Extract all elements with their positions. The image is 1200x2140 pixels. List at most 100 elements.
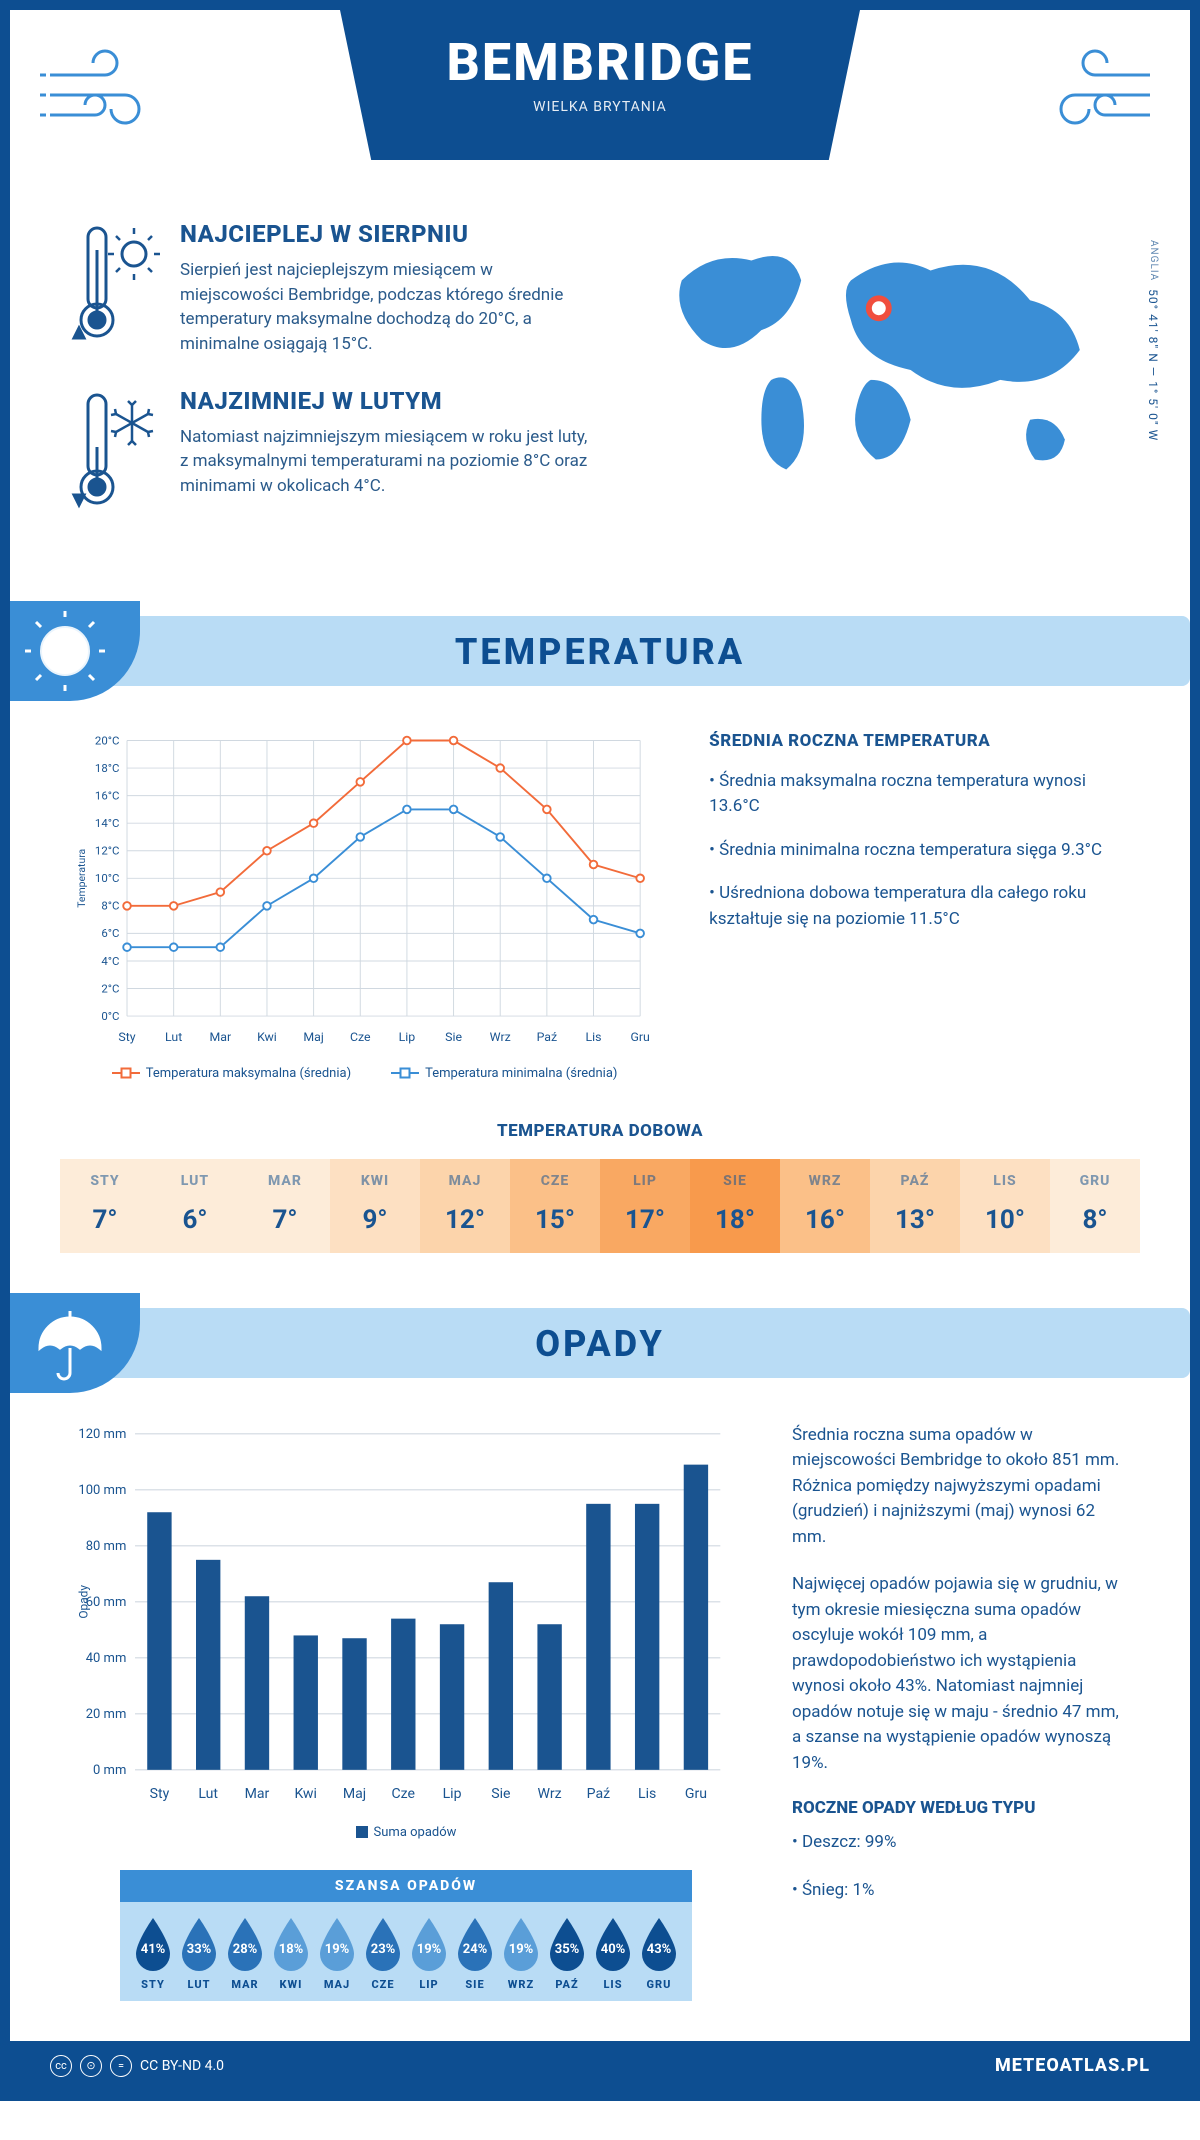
warmest-title: NAJCIEPLEJ W SIERPNIU bbox=[180, 220, 592, 248]
svg-text:60 mm: 60 mm bbox=[86, 1595, 127, 1610]
wind-icon bbox=[1020, 40, 1160, 140]
svg-text:Mar: Mar bbox=[209, 1030, 231, 1044]
svg-text:Kwi: Kwi bbox=[295, 1786, 317, 1802]
raindrop-icon: 23% bbox=[360, 1916, 406, 1972]
chance-pct: 40% bbox=[590, 1942, 636, 1957]
month-label: LIS bbox=[590, 1978, 636, 1991]
svg-text:6°C: 6°C bbox=[101, 926, 119, 940]
stats-title: ŚREDNIA ROCZNA TEMPERATURA bbox=[709, 731, 1130, 751]
svg-text:16°C: 16°C bbox=[95, 788, 119, 802]
svg-text:Cze: Cze bbox=[350, 1030, 371, 1044]
svg-text:Paź: Paź bbox=[537, 1030, 558, 1044]
temperature-line-chart: 0°C2°C4°C6°C8°C10°C12°C14°C16°C18°C20°CS… bbox=[70, 731, 659, 1081]
temp-value: 18° bbox=[690, 1205, 780, 1235]
month-label: WRZ bbox=[780, 1173, 870, 1189]
chance-pct: 41% bbox=[130, 1942, 176, 1957]
chance-cell: 40% LIS bbox=[590, 1916, 636, 1991]
svg-text:Lip: Lip bbox=[399, 1030, 416, 1044]
header: BEMBRIDGE WIELKA BRYTANIA bbox=[10, 10, 1190, 200]
svg-text:Sty: Sty bbox=[118, 1030, 135, 1044]
warmest-text: Sierpień jest najcieplejszym miesiącem w… bbox=[180, 258, 592, 357]
chance-pct: 18% bbox=[268, 1942, 314, 1957]
month-label: PAŹ bbox=[544, 1978, 590, 1991]
svg-text:8°C: 8°C bbox=[101, 898, 119, 912]
svg-text:Lis: Lis bbox=[586, 1030, 602, 1044]
svg-text:Maj: Maj bbox=[343, 1786, 366, 1802]
month-label: PAŹ bbox=[870, 1173, 960, 1189]
nd-icon: = bbox=[110, 2055, 132, 2077]
daily-cell: MAR7° bbox=[240, 1159, 330, 1253]
svg-text:Temperatura: Temperatura bbox=[75, 848, 88, 907]
month-label: GRU bbox=[1050, 1173, 1140, 1189]
title-banner: BEMBRIDGE WIELKA BRYTANIA bbox=[340, 10, 860, 160]
month-label: SIE bbox=[690, 1173, 780, 1189]
by-icon: ⊙ bbox=[80, 2055, 102, 2077]
svg-text:Paź: Paź bbox=[587, 1786, 610, 1802]
warmest-block: NAJCIEPLEJ W SIERPNIU Sierpień jest najc… bbox=[70, 220, 592, 357]
month-label: LIP bbox=[406, 1978, 452, 1991]
month-label: WRZ bbox=[498, 1978, 544, 1991]
month-label: LUT bbox=[150, 1173, 240, 1189]
svg-text:Maj: Maj bbox=[303, 1030, 323, 1044]
daily-cell: LUT6° bbox=[150, 1159, 240, 1253]
svg-text:Kwi: Kwi bbox=[257, 1030, 277, 1044]
chance-cell: 24%SIE bbox=[452, 1916, 498, 1991]
raindrop-icon: 28% bbox=[222, 1916, 268, 1972]
by-type-item: • Śnieg: 1% bbox=[792, 1878, 1130, 1904]
world-map-icon bbox=[632, 220, 1130, 500]
daily-cell: WRZ 16° bbox=[780, 1159, 870, 1253]
svg-text:Lis: Lis bbox=[638, 1786, 656, 1802]
chart-legend: Temperatura maksymalna (średnia) Tempera… bbox=[70, 1066, 659, 1081]
precipitation-bar-chart: 0 mm20 mm40 mm60 mm80 mm100 mm120 mmStyL… bbox=[70, 1423, 742, 2001]
month-label: MAJ bbox=[420, 1173, 510, 1189]
temp-value: 9° bbox=[330, 1205, 420, 1235]
temp-value: 15° bbox=[510, 1205, 600, 1235]
svg-text:Cze: Cze bbox=[392, 1786, 416, 1802]
chance-cell: 43%GRU bbox=[636, 1916, 682, 1991]
chance-cell: 19%MAJ bbox=[314, 1916, 360, 1991]
thermometer-sun-icon bbox=[70, 220, 160, 357]
chance-cell: 41% STY bbox=[130, 1916, 176, 1991]
svg-text:Lut: Lut bbox=[198, 1786, 218, 1802]
precip-paragraph: Najwięcej opadów pojawia się w grudniu, … bbox=[792, 1572, 1130, 1776]
raindrop-icon: 43% bbox=[636, 1916, 682, 1972]
chance-pct: 19% bbox=[406, 1942, 452, 1957]
chance-pct: 43% bbox=[636, 1942, 682, 1957]
raindrop-icon: 40% bbox=[590, 1916, 636, 1972]
month-label: LUT bbox=[176, 1978, 222, 1991]
by-type-title: ROCZNE OPADY WEDŁUG TYPU bbox=[792, 1798, 1130, 1818]
brand: METEOATLAS.PL bbox=[995, 2055, 1150, 2076]
stat-bullet: • Uśredniona dobowa temperatura dla całe… bbox=[709, 881, 1130, 932]
chance-pct: 24% bbox=[452, 1942, 498, 1957]
temp-value: 8° bbox=[1050, 1205, 1140, 1235]
month-label: KWI bbox=[330, 1173, 420, 1189]
svg-text:18°C: 18°C bbox=[95, 760, 119, 774]
daily-cell: KWI 9° bbox=[330, 1159, 420, 1253]
svg-text:20 mm: 20 mm bbox=[86, 1707, 127, 1722]
temp-value: 16° bbox=[780, 1205, 870, 1235]
svg-text:Wrz: Wrz bbox=[538, 1786, 562, 1802]
temp-value: 10° bbox=[960, 1205, 1050, 1235]
daily-cell: MAJ12° bbox=[420, 1159, 510, 1253]
temp-value: 13° bbox=[870, 1205, 960, 1235]
precip-paragraph: Średnia roczna suma opadów w miejscowośc… bbox=[792, 1423, 1130, 1551]
chance-pct: 28% bbox=[222, 1942, 268, 1957]
section-title: OPADY bbox=[10, 1323, 1190, 1365]
daily-cell: PAŹ 13° bbox=[870, 1159, 960, 1253]
svg-text:100 mm: 100 mm bbox=[78, 1483, 126, 1498]
temp-value: 17° bbox=[600, 1205, 690, 1235]
country-name: WIELKA BRYTANIA bbox=[340, 99, 860, 115]
temp-value: 7° bbox=[60, 1205, 150, 1235]
chance-pct: 35% bbox=[544, 1942, 590, 1957]
daily-cell: STY7° bbox=[60, 1159, 150, 1253]
daily-cell: GRU 8° bbox=[1050, 1159, 1140, 1253]
chance-cell: 19%WRZ bbox=[498, 1916, 544, 1991]
month-label: CZE bbox=[510, 1173, 600, 1189]
svg-text:Lip: Lip bbox=[443, 1786, 462, 1802]
intro-section: NAJCIEPLEJ W SIERPNIU Sierpień jest najc… bbox=[10, 200, 1190, 591]
chance-pct: 19% bbox=[314, 1942, 360, 1957]
month-label: STY bbox=[130, 1978, 176, 1991]
daily-cell: LIP17° bbox=[600, 1159, 690, 1253]
wind-icon bbox=[40, 40, 180, 140]
section-title: TEMPERATURA bbox=[10, 631, 1190, 673]
